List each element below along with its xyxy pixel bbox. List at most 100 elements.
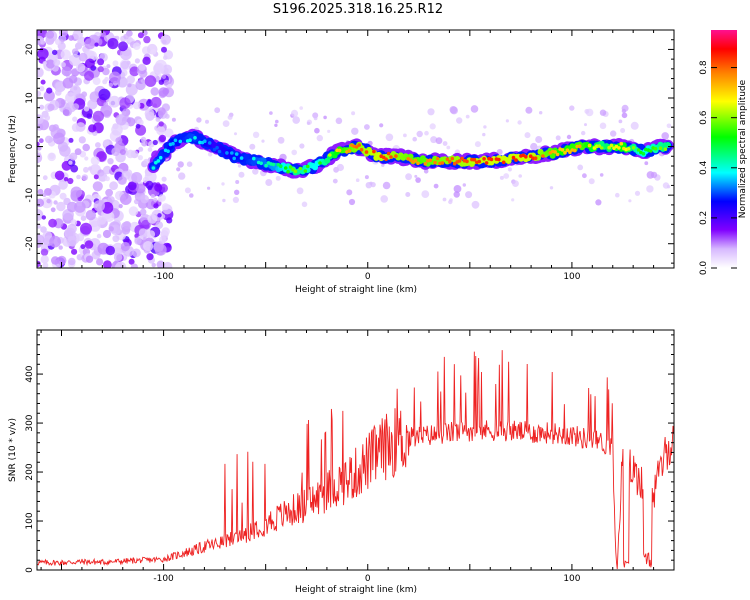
heatmap-cell <box>109 71 121 84</box>
heatmap-cell <box>41 215 46 220</box>
heatmap-cell <box>61 66 72 77</box>
heatmap-cell <box>59 192 67 200</box>
heatmap-cell <box>104 176 110 182</box>
heatmap-cell <box>166 149 170 153</box>
heatmap-cell <box>68 35 74 41</box>
heatmap-cell <box>37 188 44 195</box>
heatmap-cell <box>147 230 156 239</box>
heatmap-cell <box>291 149 298 156</box>
heatmap-cell <box>151 262 156 268</box>
heatmap-cell <box>162 88 170 95</box>
heatmap-cell <box>178 172 186 180</box>
heatmap-cell <box>628 199 632 203</box>
heatmap-cell <box>298 166 303 171</box>
heatmap-cell <box>55 89 62 96</box>
heatmap-cell <box>119 97 131 109</box>
heatmap-cell <box>76 233 85 242</box>
heatmap-cell <box>553 150 557 154</box>
heatmap-cell <box>525 106 533 114</box>
heatmap-cell <box>405 173 412 181</box>
y-tick-label: 100 <box>25 512 35 529</box>
x-tick-label: 0 <box>365 574 371 584</box>
heatmap-cell <box>415 177 421 183</box>
heatmap-cell <box>84 38 96 50</box>
heatmap-cell <box>82 143 90 152</box>
heatmap-cell <box>176 167 181 172</box>
heatmap-cell <box>69 75 78 84</box>
heatmap-cell <box>351 127 359 135</box>
heatmap-cell <box>100 31 106 38</box>
heatmap-cell <box>45 30 58 43</box>
heatmap-cell <box>252 131 260 138</box>
heatmap-cell <box>186 161 193 167</box>
heatmap-cell <box>291 167 295 172</box>
heatmap-cell <box>57 255 67 266</box>
heatmap-cell <box>450 156 455 161</box>
heatmap-cell <box>68 257 76 266</box>
heatmap-cell <box>46 198 51 204</box>
x-tick-label: 0 <box>365 272 371 282</box>
heatmap-cell <box>453 191 460 198</box>
heatmap-cell <box>577 144 582 148</box>
heatmap-cell <box>78 136 86 144</box>
heatmap-cell <box>113 253 123 262</box>
heatmap-cell <box>234 132 237 136</box>
heatmap-cell <box>421 190 430 199</box>
heatmap-cell <box>465 159 469 164</box>
heatmap-cell <box>305 164 310 169</box>
heatmap-cell <box>474 141 481 148</box>
heatmap-cell <box>232 196 239 203</box>
heatmap-cell <box>221 182 225 186</box>
heatmap-cell <box>634 190 641 196</box>
heatmap-cell <box>97 216 107 225</box>
heatmap-cell <box>171 117 176 122</box>
heatmap-cell <box>119 149 126 155</box>
heatmap-cell <box>618 119 623 124</box>
heatmap-cell <box>71 248 78 255</box>
heatmap-cell <box>156 260 165 268</box>
heatmap-cell <box>157 107 166 116</box>
heatmap-cell <box>599 173 604 177</box>
heatmap-cell <box>121 110 127 116</box>
heatmap-cell <box>225 151 229 155</box>
heatmap-cell <box>549 186 554 190</box>
heatmap-cell <box>569 105 575 111</box>
heatmap-cell <box>482 157 486 161</box>
heatmap-cell <box>163 261 173 268</box>
heatmap-cell <box>92 77 101 86</box>
heatmap-cell <box>620 128 626 133</box>
heatmap-cell <box>582 173 587 179</box>
heatmap-cell <box>462 183 466 187</box>
heatmap-cell <box>423 162 428 166</box>
heatmap-cell <box>359 147 364 152</box>
heatmap-cell <box>621 104 629 112</box>
heatmap-cell <box>653 147 658 151</box>
heatmap-cell <box>171 141 175 146</box>
heatmap-cell <box>37 141 40 147</box>
heatmap-cell <box>259 161 264 166</box>
heatmap-cell <box>88 124 97 133</box>
heatmap-cell <box>535 136 543 143</box>
heatmap-cell <box>68 137 74 143</box>
heatmap-cell <box>243 153 250 160</box>
heatmap-cell <box>138 63 146 71</box>
heatmap-cell <box>42 192 47 197</box>
heatmap-cell <box>158 121 164 127</box>
heatmap-cell <box>207 152 213 157</box>
heatmap-cell <box>385 133 394 142</box>
x-tick-label: 100 <box>563 272 580 282</box>
heatmap-cell <box>109 181 118 191</box>
heatmap-cell <box>106 64 111 69</box>
y-tick-label: 0 <box>25 143 35 149</box>
heatmap-cell <box>52 49 58 56</box>
heatmap-cell <box>429 123 436 130</box>
heatmap-cell <box>382 181 391 190</box>
heatmap-cell <box>137 155 143 161</box>
heatmap-cell <box>293 169 298 174</box>
heatmap-cell <box>666 123 672 129</box>
heatmap-cell <box>53 59 61 67</box>
heatmap-cell <box>364 150 369 154</box>
heatmap-cell <box>428 158 433 162</box>
heatmap-cell <box>162 39 167 45</box>
heatmap-cell <box>335 117 343 125</box>
